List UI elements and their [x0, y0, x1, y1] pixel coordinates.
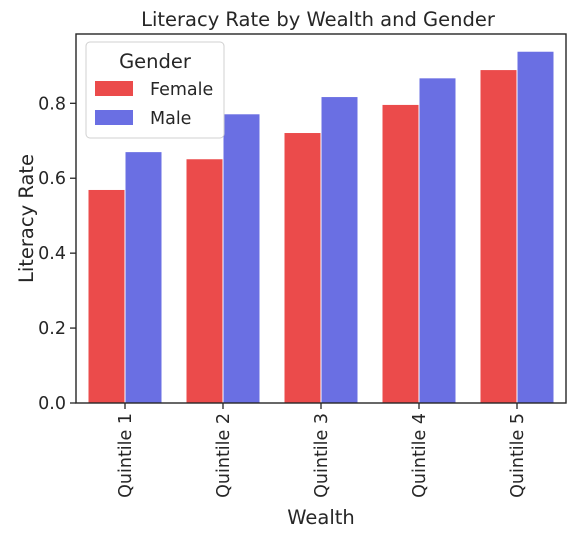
plot-frame [75, 33, 567, 404]
bar-male-quintile-5 [516, 50, 555, 404]
x-tick-label: Quintile 2 [214, 413, 234, 498]
x-tick-label: Quintile 5 [508, 413, 528, 498]
y-tick-label: 0.8 [38, 94, 66, 114]
x-tick-label: Quintile 3 [312, 413, 332, 498]
y-tick-label: 0.2 [38, 319, 66, 339]
y-tick-label: 0.6 [38, 169, 66, 189]
y-axis: 0.0 0.2 0.4 0.6 0.8 [38, 94, 76, 414]
y-tick-label: 0.4 [38, 244, 66, 264]
bar-female-quintile-4 [381, 103, 420, 404]
x-axis-label: Wealth [287, 506, 355, 529]
bars-layer [87, 50, 555, 404]
legend-title: Gender [119, 50, 192, 73]
legend-swatch-female [95, 81, 133, 96]
legend: Gender Female Male [85, 41, 225, 139]
bar-male-quintile-2 [222, 113, 261, 404]
legend-label-male: Male [150, 109, 191, 129]
legend-swatch-male [95, 110, 133, 125]
bar-female-quintile-5 [479, 69, 518, 404]
bar-female-quintile-3 [283, 132, 322, 404]
bar-male-quintile-4 [418, 77, 457, 404]
bar-female-quintile-1 [87, 188, 126, 404]
chart-title: Literacy Rate by Wealth and Gender [141, 8, 496, 31]
legend-label-female: Female [150, 80, 213, 100]
y-tick-label: 0.0 [38, 394, 66, 414]
x-tick-label: Quintile 4 [410, 413, 430, 498]
bar-male-quintile-1 [124, 151, 163, 404]
x-tick-label: Quintile 1 [116, 413, 136, 498]
bar-female-quintile-2 [185, 158, 224, 404]
x-axis: Quintile 1 Quintile 2 Quintile 3 Quintile 4… [116, 403, 528, 498]
y-axis-label: Literacy Rate [15, 154, 38, 283]
bar-male-quintile-3 [320, 96, 359, 404]
